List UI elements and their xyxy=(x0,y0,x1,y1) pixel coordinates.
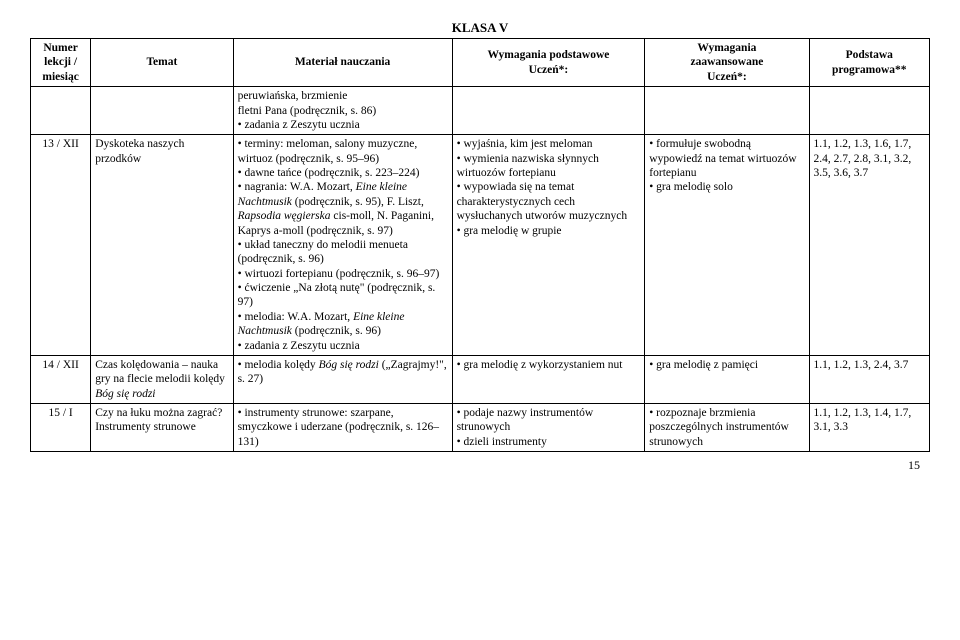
cell-podstawowe xyxy=(452,87,645,135)
header-material: Materiał nauczania xyxy=(233,39,452,87)
curriculum-table: Numer lekcji / miesiąc Temat Materiał na… xyxy=(30,38,930,452)
cell-numer: 15 / I xyxy=(31,404,91,452)
cell-podstawowe: • podaje nazwy instrumentów strunowych• … xyxy=(452,404,645,452)
cell-programowa xyxy=(809,87,929,135)
cell-material: • melodia kolędy Bóg się rodzi („Zagrajm… xyxy=(233,355,452,403)
cell-zaawansowane: • gra melodię z pamięci xyxy=(645,355,809,403)
cell-zaawansowane: • formułuje swobodną wypowiedź na temat … xyxy=(645,135,809,356)
cell-temat: Czas kolędowania – nauka gry na flecie m… xyxy=(91,355,233,403)
cell-programowa: 1.1, 1.2, 1.3, 2.4, 3.7 xyxy=(809,355,929,403)
header-zaawansowane: WymaganiazaawansowaneUczeń*: xyxy=(645,39,809,87)
cell-material: peruwiańska, brzmieniefletni Pana (podrę… xyxy=(233,87,452,135)
header-programowa: Podstawaprogramowa** xyxy=(809,39,929,87)
cell-numer xyxy=(31,87,91,135)
cell-temat: Czy na łuku można zagrać? Instrumenty st… xyxy=(91,404,233,452)
table-row: 15 / ICzy na łuku można zagrać? Instrume… xyxy=(31,404,930,452)
cell-material: • terminy: meloman, salony muzyczne, wir… xyxy=(233,135,452,356)
cell-temat xyxy=(91,87,233,135)
page-title: KLASA V xyxy=(30,20,930,36)
cell-podstawowe: • wyjaśnia, kim jest meloman• wymienia n… xyxy=(452,135,645,356)
cell-numer: 13 / XII xyxy=(31,135,91,356)
table-row: 13 / XIIDyskoteka naszych przodków• term… xyxy=(31,135,930,356)
table-row: peruwiańska, brzmieniefletni Pana (podrę… xyxy=(31,87,930,135)
cell-programowa: 1.1, 1.2, 1.3, 1.4, 1.7, 3.1, 3.3 xyxy=(809,404,929,452)
cell-zaawansowane xyxy=(645,87,809,135)
header-temat: Temat xyxy=(91,39,233,87)
header-numer: Numer lekcji / miesiąc xyxy=(31,39,91,87)
header-podstawowe: Wymagania podstawoweUczeń*: xyxy=(452,39,645,87)
cell-programowa: 1.1, 1.2, 1.3, 1.6, 1.7, 2.4, 2.7, 2.8, … xyxy=(809,135,929,356)
cell-podstawowe: • gra melodię z wykorzystaniem nut xyxy=(452,355,645,403)
cell-temat: Dyskoteka naszych przodków xyxy=(91,135,233,356)
page-number: 15 xyxy=(30,458,930,473)
table-row: 14 / XIICzas kolędowania – nauka gry na … xyxy=(31,355,930,403)
cell-numer: 14 / XII xyxy=(31,355,91,403)
cell-zaawansowane: • rozpoznaje brzmienia poszczególnych in… xyxy=(645,404,809,452)
cell-material: • instrumenty strunowe: szarpane, smyczk… xyxy=(233,404,452,452)
